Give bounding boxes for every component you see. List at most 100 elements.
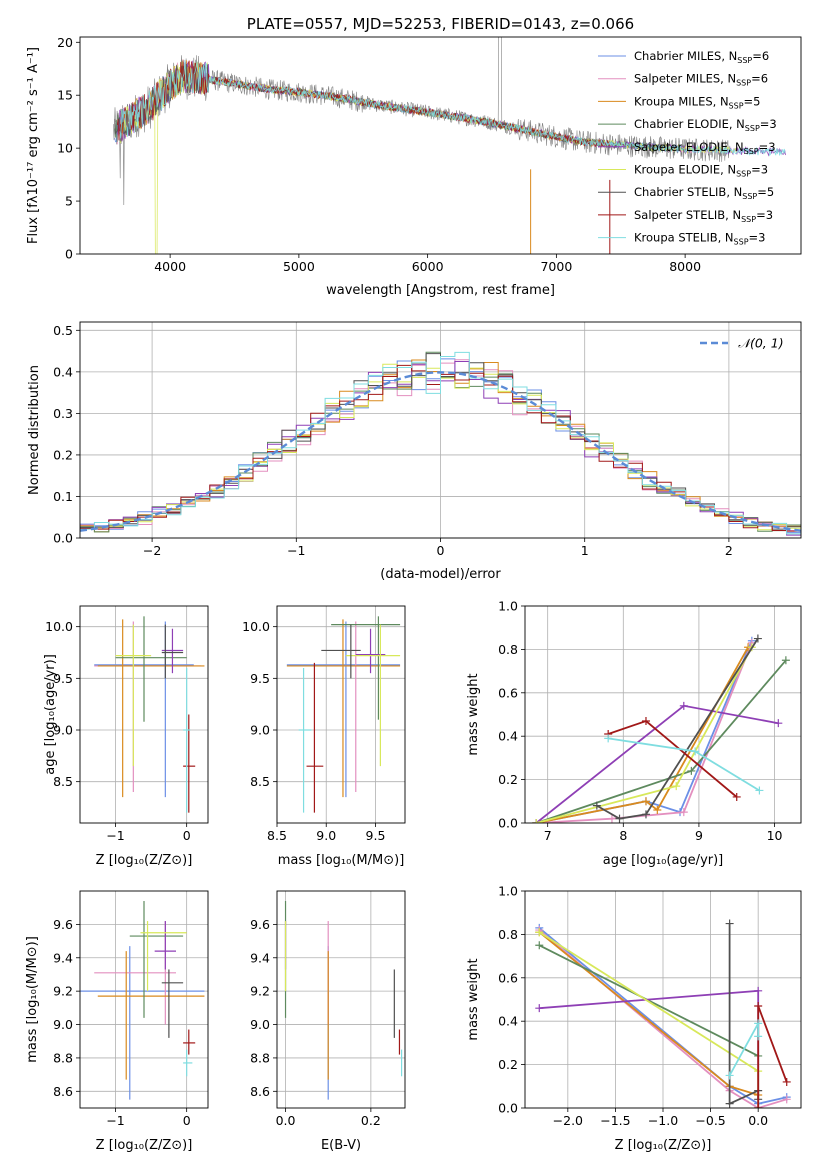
legend-label: Salpeter ELODIE, NSSP=3	[634, 140, 776, 156]
errorbar-kroupa_miles	[286, 619, 401, 798]
y-tick-label: 0.8	[498, 927, 518, 942]
y-tick-label: 0.8	[498, 642, 518, 657]
weight-marker-salpeter_stelib	[782, 1077, 791, 1086]
x-tick-label: 8	[619, 828, 627, 843]
x-tick-label: 9.0	[316, 828, 336, 843]
x-tick-label: 7	[544, 828, 552, 843]
y-tick-label: 9.4	[250, 950, 270, 965]
axes-ebv_mass: 0.0 0.2 8.6 8.8 9.0 9.2 9.4 9.6 E(B-V)	[250, 890, 406, 1153]
errorbar-kroupa_stelib	[183, 668, 191, 813]
errorbar-kroupa_stelib	[183, 1049, 193, 1077]
errorbar-chabrier_stelib	[161, 969, 184, 1038]
x-tick-label: −1	[106, 1113, 124, 1128]
plot-area	[94, 616, 205, 813]
legend-label: Chabrier STELIB, NSSP=5	[634, 185, 774, 201]
weight-marker-kroupa_stelib	[754, 1032, 763, 1041]
axes-frame	[79, 605, 209, 824]
y-tick-label: 8.6	[250, 1084, 270, 1099]
axes-frame	[276, 890, 406, 1109]
y-tick-label: 10.0	[242, 619, 270, 634]
weight-marker-chabrier_stelib	[615, 814, 624, 823]
axes-frame	[79, 321, 802, 539]
legend: 𝒩(0, 1)	[700, 336, 784, 351]
weight-marker-salpeter_miles	[679, 808, 688, 817]
weight-line-salpeter_miles	[536, 642, 753, 823]
x-tick-label: −2.0	[553, 1113, 583, 1128]
x-tick-label: 9.5	[366, 828, 386, 843]
model-line-kroupa_stelib	[119, 59, 786, 157]
errorbar-kroupa_elodie	[140, 921, 187, 992]
y-tick-label: 0.2	[53, 447, 73, 462]
weight-marker-kroupa_miles	[641, 797, 650, 806]
weight-marker-salpeter_stelib	[754, 1002, 763, 1011]
x-tick-label: 8.5	[267, 828, 287, 843]
weight-marker-kroupa_elodie	[672, 782, 681, 791]
y-tick-label: 9.5	[53, 671, 73, 686]
weight-line-chabrier_elodie	[536, 659, 787, 823]
plot-area	[535, 919, 791, 1108]
y-tick-label: 0.6	[498, 685, 518, 700]
y-tick-label: 8.8	[250, 1050, 270, 1065]
weight-marker-salpeter_elodie	[535, 1004, 544, 1013]
y-tick-label: 0.3	[53, 406, 73, 421]
y-tick-label: 10	[57, 141, 73, 156]
y-tick-label: 9.2	[250, 984, 270, 999]
weight-line-chabrier_miles	[536, 640, 753, 823]
y-tick-label: 0.4	[498, 1014, 518, 1029]
x-tick-label: 8000	[669, 259, 701, 274]
weight-marker-chabrier_elodie	[535, 941, 544, 950]
y-tick-label: 0.1	[53, 489, 73, 504]
errorbar-kroupa_elodie	[115, 624, 152, 767]
weight-line-kroupa_stelib	[608, 737, 760, 792]
axes-frame	[524, 890, 802, 1109]
x-tick-label: 6000	[412, 259, 444, 274]
legend: Chabrier MILES, NSSP=6 Salpeter MILES, NS…	[598, 49, 777, 247]
x-axis-label: Z [log₁₀(Z/Z⊙)]	[615, 1138, 712, 1153]
x-tick-label: 10	[767, 828, 783, 843]
weight-marker-chabrier_stelib	[725, 919, 734, 928]
weight-marker-kroupa_stelib	[691, 747, 700, 756]
x-tick-label: 0	[437, 543, 445, 558]
y-tick-label: 9.0	[250, 723, 270, 738]
weight-marker-kroupa_elodie	[532, 819, 541, 823]
weight-line-chabrier_stelib	[596, 638, 759, 820]
legend-label: 𝒩(0, 1)	[738, 336, 784, 351]
y-tick-label: 0	[65, 247, 73, 262]
y-tick-label: 9.4	[53, 950, 73, 965]
errorbar-chabrier_miles	[80, 946, 205, 1100]
weight-marker-chabrier_elodie	[781, 656, 790, 665]
legend-label: Chabrier MILES, NSSP=6	[634, 49, 769, 65]
y-tick-label: 15	[57, 88, 73, 103]
weight-marker-salpeter_elodie	[774, 719, 783, 728]
legend-label: Kroupa STELIB, NSSP=3	[634, 231, 765, 247]
axes-z_mass: −1 0 8.6 8.8 9.0 9.2 9.4 9.6 Z [log₁₀(Z/Z⊙)] mass…	[25, 890, 209, 1153]
y-tick-label: 1.0	[498, 599, 518, 614]
x-tick-label: −2	[143, 543, 161, 558]
y-tick-label: 0.0	[53, 531, 73, 546]
weight-marker-chabrier_stelib	[592, 801, 601, 810]
x-tick-label: 0.0	[748, 1113, 768, 1128]
plot-area	[286, 616, 401, 813]
errorbar-kroupa_miles	[97, 951, 205, 1080]
y-tick-label: 9.6	[250, 917, 270, 932]
y-tick-label: 1.0	[498, 884, 518, 899]
x-tick-label: 7000	[540, 259, 572, 274]
x-tick-label: −1.5	[600, 1113, 630, 1128]
axes-frame	[79, 890, 209, 1109]
x-axis-label: wavelength [Angstrom, rest frame]	[326, 283, 555, 298]
weight-marker-kroupa_stelib	[754, 1019, 763, 1028]
gaussian-curve	[80, 371, 801, 532]
weight-marker-salpeter_elodie	[754, 986, 763, 995]
grid	[525, 890, 801, 1109]
errorbar-chabrier_elodie	[115, 616, 187, 722]
y-tick-label: 0.6	[498, 970, 518, 985]
y-tick-label: 8.5	[250, 774, 270, 789]
axes-z_weight: −2.0 −1.5 −1.0 −0.5 0.0 0.0 0.2 0.4 0.6 0.8 1.0 Z […	[466, 884, 802, 1153]
grid	[277, 891, 405, 1108]
y-tick-label: 5	[65, 194, 73, 209]
errorbar-salpeter_stelib	[183, 1029, 196, 1055]
errorbar-chabrier_stelib	[321, 624, 361, 679]
weight-marker-salpeter_stelib	[641, 717, 650, 726]
y-tick-label: 8.8	[53, 1050, 73, 1065]
